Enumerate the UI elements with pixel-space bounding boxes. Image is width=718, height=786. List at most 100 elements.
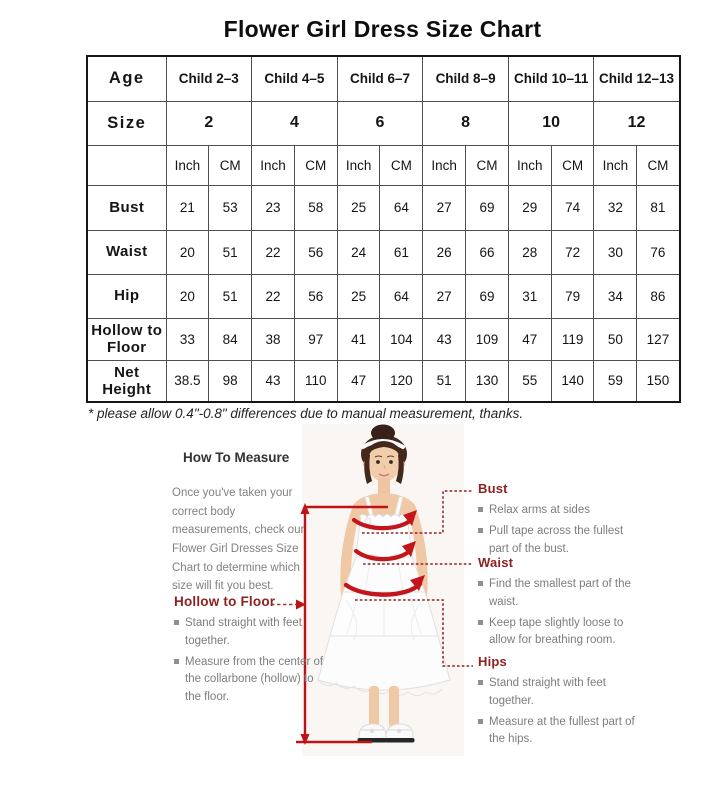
bullet-text: Keep tape slightly loose to allow for br… <box>489 616 624 647</box>
measurement-note: * please allow 0.4"-0.8" differences due… <box>88 406 524 421</box>
value-cell: 51 <box>208 273 253 319</box>
bust-bullets: Relax arms at sides Pull tape across the… <box>478 502 642 558</box>
list-item: Find the smallest part of the waist. <box>478 576 646 612</box>
hips-section: Hips Stand straight with feet together. … <box>478 654 646 752</box>
unit-cell: CM <box>379 144 424 186</box>
value-cell: 53 <box>208 184 253 231</box>
list-item: Keep tape slightly loose to allow for br… <box>478 615 646 651</box>
square-bullet-icon <box>478 581 483 586</box>
square-bullet-icon <box>478 619 483 625</box>
value-cell: 38.5 <box>165 359 210 403</box>
age-cell: Child 6–7 <box>336 55 424 102</box>
list-item: Measure from the center of the collarbon… <box>174 654 324 707</box>
size-row-label: Size <box>86 100 167 146</box>
unit-cell: CM <box>636 144 681 186</box>
square-bullet-icon <box>478 680 483 685</box>
row-label: Hip <box>86 273 167 319</box>
list-item: Stand straight with feet together. <box>478 675 646 711</box>
value-cell: 26 <box>422 229 467 275</box>
value-cell: 79 <box>550 273 595 319</box>
value-cell: 20 <box>165 273 210 319</box>
row-label: Net Height <box>86 359 167 403</box>
value-cell: 22 <box>251 229 295 275</box>
value-cell: 127 <box>636 317 681 361</box>
bullet-text: Relax arms at sides <box>489 504 590 516</box>
value-cell: 86 <box>636 273 681 319</box>
size-cell: 4 <box>251 100 338 146</box>
value-cell: 64 <box>379 273 424 319</box>
square-bullet-icon <box>478 527 483 533</box>
value-cell: 27 <box>422 273 467 319</box>
value-cell: 97 <box>293 317 338 361</box>
waist-label: Waist <box>478 555 514 570</box>
page-title: Flower Girl Dress Size Chart <box>223 16 542 42</box>
hips-label: Hips <box>478 654 507 669</box>
value-cell: 50 <box>593 317 638 361</box>
unit-cell: Inch <box>165 144 210 186</box>
size-table: Age Child 2–3 Child 4–5 Child 6–7 Child … <box>86 55 681 403</box>
unit-cell: CM <box>293 144 338 186</box>
row-label: Waist <box>86 229 167 275</box>
bullet-text: Pull tape across the fullest part of the… <box>489 524 624 555</box>
how-to-measure-heading: How To Measure <box>183 450 290 465</box>
value-cell: 51 <box>208 229 253 275</box>
square-bullet-icon <box>174 658 179 664</box>
value-cell: 32 <box>593 184 638 231</box>
value-cell: 81 <box>636 184 681 231</box>
unit-cell: Inch <box>593 144 638 186</box>
value-cell: 120 <box>379 359 424 403</box>
unit-cell: Inch <box>251 144 295 186</box>
value-cell: 43 <box>251 359 295 403</box>
size-cell: 12 <box>593 100 681 146</box>
list-item: Measure at the fullest part of the hips. <box>478 714 646 750</box>
unit-cell: CM <box>465 144 509 186</box>
hip-row: Hip 20 51 22 56 25 64 27 69 31 79 34 86 <box>86 273 681 319</box>
value-cell: 69 <box>465 273 509 319</box>
square-bullet-icon <box>478 507 483 512</box>
age-cell: Child 2–3 <box>165 55 253 102</box>
value-cell: 109 <box>465 317 509 361</box>
list-item: Relax arms at sides <box>478 502 642 520</box>
value-cell: 24 <box>336 229 381 275</box>
value-cell: 34 <box>593 273 638 319</box>
hollow-to-floor-bullets: Stand straight with feet together. Measu… <box>174 615 324 707</box>
value-cell: 22 <box>251 273 295 319</box>
units-row-label <box>86 144 167 186</box>
unit-cell: CM <box>550 144 595 186</box>
value-cell: 51 <box>422 359 467 403</box>
square-bullet-icon <box>478 718 483 724</box>
age-row: Age Child 2–3 Child 4–5 Child 6–7 Child … <box>86 55 681 102</box>
value-cell: 104 <box>379 317 424 361</box>
value-cell: 20 <box>165 229 210 275</box>
measure-intro: Once you've taken your correct body meas… <box>172 487 305 593</box>
hips-arrow <box>343 575 473 667</box>
hips-bullets: Stand straight with feet together. Measu… <box>478 675 646 749</box>
waist-bullets: Find the smallest part of the waist. Kee… <box>478 576 646 650</box>
value-cell: 59 <box>593 359 638 403</box>
size-cell: 6 <box>336 100 424 146</box>
bust-arrow <box>351 490 473 534</box>
row-label: Bust <box>86 184 167 231</box>
bullet-text: Stand straight with feet together. <box>185 617 302 647</box>
age-cell: Child 4–5 <box>251 55 338 102</box>
bust-section: Bust Relax arms at sides Pull tape acros… <box>478 481 642 561</box>
value-cell: 76 <box>636 229 681 275</box>
value-cell: 43 <box>422 317 467 361</box>
value-cell: 56 <box>293 229 338 275</box>
value-cell: 25 <box>336 273 381 319</box>
age-cell: Child 8–9 <box>422 55 509 102</box>
value-cell: 140 <box>550 359 595 403</box>
value-cell: 72 <box>550 229 595 275</box>
units-row: Inch CM Inch CM Inch CM Inch CM Inch CM … <box>86 144 681 186</box>
hollow-to-floor-section: Hollow to Floor Stand straight with feet… <box>174 594 324 710</box>
value-cell: 41 <box>336 317 381 361</box>
unit-cell: Inch <box>422 144 467 186</box>
age-row-label: Age <box>86 55 167 102</box>
value-cell: 25 <box>336 184 381 231</box>
value-cell: 38 <box>251 317 295 361</box>
value-cell: 55 <box>507 359 552 403</box>
size-cell: 10 <box>507 100 595 146</box>
net-height-row: Net Height 38.5 98 43 110 47 120 51 130 … <box>86 359 681 403</box>
list-item: Pull tape across the fullest part of the… <box>478 523 642 559</box>
